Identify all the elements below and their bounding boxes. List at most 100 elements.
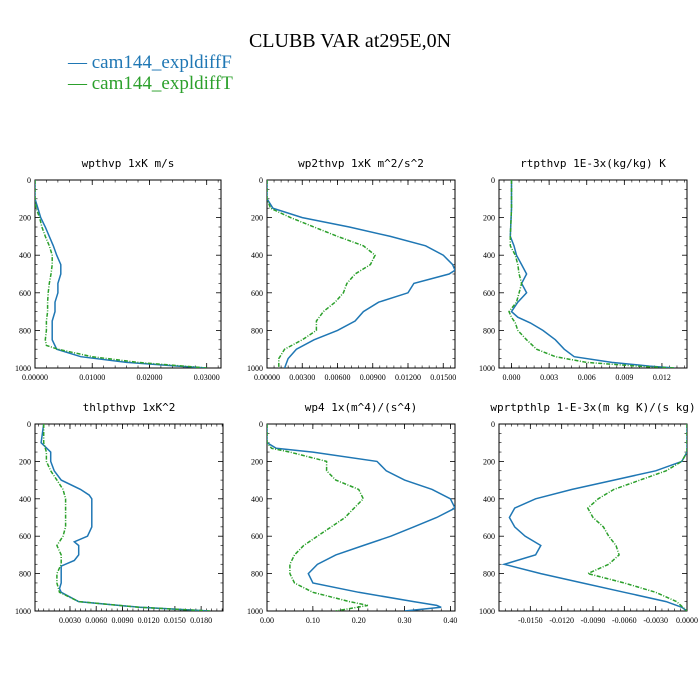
x-tick-label-4-0: 0.00 xyxy=(260,616,274,625)
y-tick-label-0-5: 1000 xyxy=(15,364,31,373)
y-tick-label-3-4: 800 xyxy=(19,570,31,579)
figure-title: CLUBB VAR at295E,0N xyxy=(249,30,451,52)
x-tick-label-1-0: 0.00000 xyxy=(254,373,280,382)
x-tick-label-0-0: 0.00000 xyxy=(22,373,48,382)
chart-panel-2: rtpthvp 1E-3x(kg/kg) K 0 200 400 600 800 1000 0… xyxy=(479,157,688,382)
y-tick-label-3-3: 600 xyxy=(19,532,31,541)
series-line-0-0 xyxy=(35,180,207,368)
x-tick-label-4-1: 0.10 xyxy=(306,616,320,625)
y-tick-label-2-3: 600 xyxy=(483,289,495,298)
y-tick-label-5-2: 400 xyxy=(483,495,495,504)
y-tick-label-5-1: 200 xyxy=(483,457,495,466)
y-tick-label-0-4: 800 xyxy=(19,326,31,335)
y-tick-label-5-5: 1000 xyxy=(479,607,495,616)
plot-frame-1 xyxy=(266,179,456,369)
y-tick-label-0-1: 200 xyxy=(19,214,31,223)
x-tick-label-1-4: 0.01200 xyxy=(395,373,421,382)
y-tick-label-1-0: 0 xyxy=(259,176,263,185)
x-tick-label-4-4: 0.40 xyxy=(443,616,457,625)
x-tick-label-5-4: -0.0030 xyxy=(643,616,668,625)
y-tick-label-3-2: 400 xyxy=(19,495,31,504)
series-line-3-1 xyxy=(42,424,210,611)
y-tick-label-2-0: 0 xyxy=(491,176,495,185)
series-line-3-0 xyxy=(40,424,210,611)
y-tick-label-1-2: 400 xyxy=(251,251,263,260)
chart-panel-3: thlpthvp 1xK^2 0 200 400 600 800 1000 0.0030 0.0… xyxy=(15,401,224,625)
y-tick-label-4-1: 200 xyxy=(251,457,263,466)
x-tick-label-1-5: 0.01500 xyxy=(430,373,456,382)
plot-frame-4 xyxy=(266,423,456,612)
panel-title-1: wp2thvp 1xK m^2/s^2 xyxy=(298,157,424,170)
series-line-5-0 xyxy=(501,424,687,611)
x-tick-label-2-4: 0.012 xyxy=(653,373,671,382)
series-line-1-0 xyxy=(267,180,455,368)
x-tick-label-5-3: -0.0060 xyxy=(612,616,637,625)
y-tick-label-4-0: 0 xyxy=(259,420,263,429)
x-tick-label-1-3: 0.00900 xyxy=(360,373,386,382)
x-tick-label-2-3: 0.009 xyxy=(615,373,633,382)
series-line-1-1 xyxy=(267,180,377,368)
plot-frame-0 xyxy=(34,179,222,369)
series-line-0-1 xyxy=(35,180,207,368)
x-tick-label-4-3: 0.30 xyxy=(398,616,412,625)
chart-panel-1: wp2thvp 1xK m^2/s^2020040060080010000.00… xyxy=(247,157,456,382)
x-tick-label-5-5: 0.0000 xyxy=(676,616,698,625)
x-tick-label-2-0: 0.000 xyxy=(503,373,521,382)
legend-entry-0: — cam144_expldiffF xyxy=(67,52,232,73)
panel-title-4: wp4 1x(m^4)/(s^4) xyxy=(305,401,418,414)
y-tick-label-0-2: 400 xyxy=(19,251,31,260)
y-tick-label-2-1: 200 xyxy=(483,214,495,223)
x-tick-label-5-1: -0.0120 xyxy=(549,616,574,625)
x-tick-label-3-3: 0.0120 xyxy=(138,616,160,625)
x-tick-label-3-0: 0.0030 xyxy=(59,616,81,625)
x-tick-label-0-3: 0.03000 xyxy=(194,373,220,382)
y-tick-label-4-3: 600 xyxy=(251,532,263,541)
y-tick-label-2-5: 1000 xyxy=(479,364,495,373)
y-tick-label-4-5: 1000 xyxy=(247,607,263,616)
series-line-5-1 xyxy=(585,424,687,611)
panel-title-5: wprtpthlp 1-E-3x(m kg K)/(s kg) xyxy=(490,401,695,414)
y-tick-label-1-4: 800 xyxy=(251,326,263,335)
series-line-2-0 xyxy=(509,180,675,368)
y-tick-label-3-5: 1000 xyxy=(15,607,31,616)
y-tick-label-5-3: 600 xyxy=(483,532,495,541)
x-tick-label-4-2: 0.20 xyxy=(352,616,366,625)
y-tick-label-0-0: 0 xyxy=(27,176,31,185)
x-tick-label-1-1: 0.00300 xyxy=(289,373,315,382)
y-tick-label-5-4: 800 xyxy=(483,570,495,579)
y-tick-label-5-0: 0 xyxy=(491,420,495,429)
x-tick-label-3-4: 0.0150 xyxy=(164,616,186,625)
y-tick-label-1-3: 600 xyxy=(251,289,263,298)
x-tick-label-2-1: 0.003 xyxy=(540,373,558,382)
chart-panel-5: wprtpthlp 1-E-3x(m kg K)/(s kg) 0 200 400 60… xyxy=(479,401,698,625)
x-tick-label-3-2: 0.0090 xyxy=(111,616,133,625)
legend-entry-1: — cam144_expldiffT xyxy=(67,73,233,94)
plot-frame-3 xyxy=(34,423,224,612)
y-tick-label-0-3: 600 xyxy=(19,289,31,298)
panel-title-3: thlpthvp 1xK^2 xyxy=(83,401,176,414)
y-tick-label-1-1: 200 xyxy=(251,214,263,223)
y-tick-label-3-0: 0 xyxy=(27,420,31,429)
y-tick-label-4-2: 400 xyxy=(251,495,263,504)
x-tick-label-3-5: 0.0180 xyxy=(190,616,212,625)
y-tick-label-3-1: 200 xyxy=(19,457,31,466)
x-tick-label-3-1: 0.0060 xyxy=(85,616,107,625)
panel-title-2: rtpthvp 1E-3x(kg/kg) K xyxy=(520,157,666,170)
series-line-4-1 xyxy=(267,424,369,611)
x-tick-label-5-0: -0.0150 xyxy=(518,616,543,625)
x-tick-label-5-2: -0.0090 xyxy=(581,616,606,625)
y-tick-label-2-4: 800 xyxy=(483,326,495,335)
x-tick-label-0-1: 0.01000 xyxy=(79,373,105,382)
y-tick-label-4-4: 800 xyxy=(251,570,263,579)
x-tick-label-2-2: 0.006 xyxy=(578,373,596,382)
panel-title-0: wpthvp 1xK m/s xyxy=(82,157,175,170)
series-line-2-1 xyxy=(508,180,675,368)
x-tick-label-1-2: 0.00600 xyxy=(325,373,351,382)
y-tick-label-2-2: 400 xyxy=(483,251,495,260)
series-line-4-0 xyxy=(267,424,455,611)
y-tick-label-1-5: 1000 xyxy=(247,364,263,373)
